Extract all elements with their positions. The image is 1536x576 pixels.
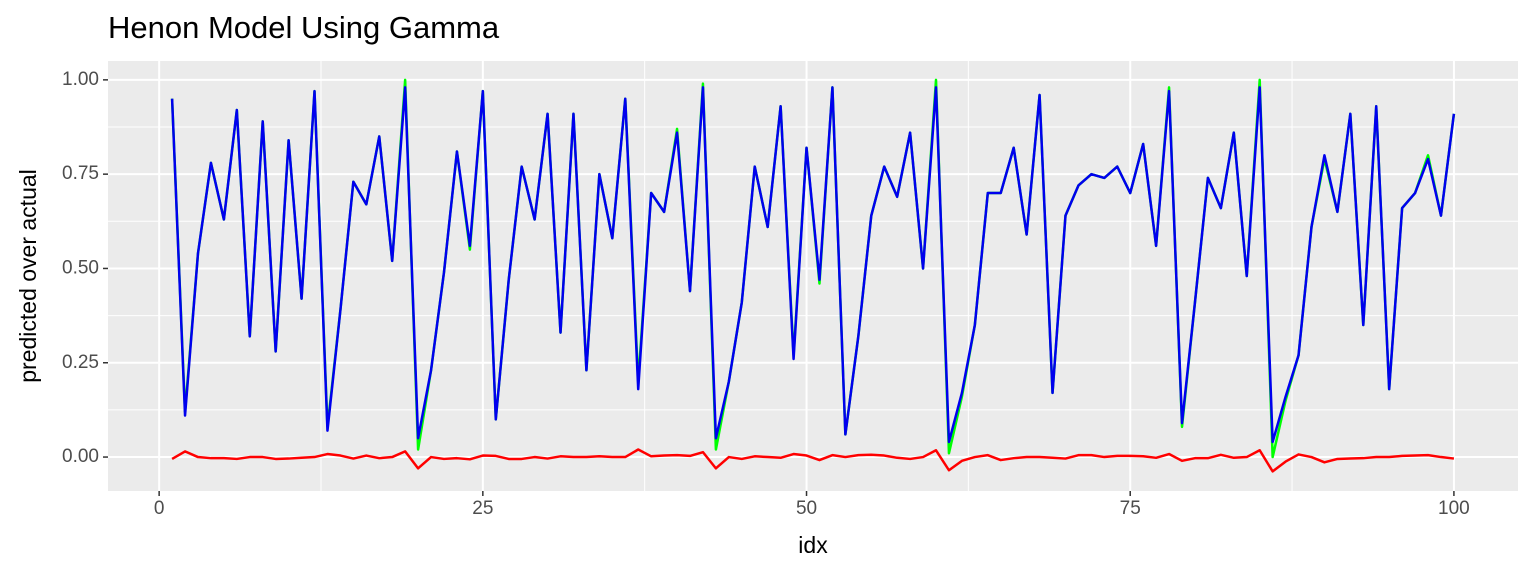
chart-title: Henon Model Using Gamma: [108, 10, 500, 45]
y-tick-label: 0.50: [62, 257, 99, 278]
y-tick-label: 0.75: [62, 163, 99, 184]
x-tick-label: 75: [1120, 498, 1141, 519]
x-tick-label: 0: [154, 498, 165, 519]
y-tick-label: 0.25: [62, 352, 99, 373]
y-tick-label: 1.00: [62, 69, 99, 90]
x-tick-label: 100: [1438, 498, 1470, 519]
x-tick-label: 25: [472, 498, 493, 519]
y-axis-label: predicted over actual: [15, 169, 41, 383]
data-line: [170, 86, 1456, 444]
x-tick-label: 50: [796, 498, 817, 519]
data-line: [171, 448, 1455, 473]
y-tick-label: 0.00: [62, 446, 99, 467]
x-axis-label: idx: [798, 532, 828, 558]
